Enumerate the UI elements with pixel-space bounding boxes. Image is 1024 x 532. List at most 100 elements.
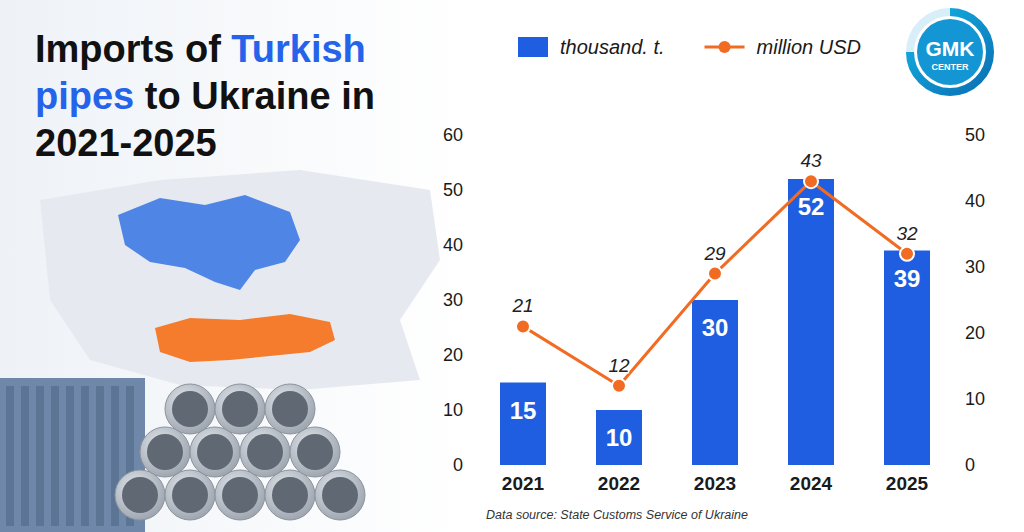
title-word: to <box>134 75 180 117</box>
logo-disc <box>917 19 983 85</box>
y2-tick-label: 50 <box>965 125 985 145</box>
map-land <box>40 170 440 390</box>
pipe-hole <box>222 477 258 513</box>
line-label: 21 <box>511 295 533 316</box>
pipe-hole <box>172 391 208 427</box>
title-word: in <box>331 75 375 117</box>
y2-tick-label: 0 <box>965 455 975 475</box>
line-marker <box>804 174 818 188</box>
bar-label: 30 <box>702 314 729 341</box>
y2-tick-label: 10 <box>965 389 985 409</box>
x-tick-label: 2022 <box>598 473 640 494</box>
legend-swatch <box>719 41 731 53</box>
pipe <box>265 470 315 520</box>
legend-label: thousand. t. <box>560 36 665 58</box>
logo: GMK CENTER <box>910 12 990 92</box>
pipe-hole <box>172 477 208 513</box>
container-rib <box>6 386 14 526</box>
source: Data source: State Customs Service of Uk… <box>486 508 748 522</box>
pipe <box>140 427 190 477</box>
container-rib <box>51 386 59 526</box>
plot-marks <box>500 174 930 465</box>
pipe <box>190 427 240 477</box>
y-tick-label: 10 <box>443 400 463 420</box>
y-tick-label: 40 <box>443 235 463 255</box>
legend-swatch <box>518 37 548 57</box>
background <box>0 0 1024 532</box>
container-rib <box>81 386 89 526</box>
title-word: pipes <box>35 75 134 117</box>
pipe-hole <box>297 434 333 470</box>
bar <box>788 179 834 465</box>
pipe-hole <box>147 434 183 470</box>
y-tick-label: 60 <box>443 125 463 145</box>
pipe-hole <box>272 391 308 427</box>
y-tick-label: 20 <box>443 345 463 365</box>
x-tick-label: 2021 <box>502 473 545 494</box>
title-word: 2021-2025 <box>35 122 217 164</box>
x-tick-label: 2025 <box>886 473 929 494</box>
bar-label: 10 <box>606 424 633 451</box>
title-word: Imports <box>35 28 174 70</box>
line-marker <box>516 319 530 333</box>
container-rib <box>36 386 44 526</box>
y-tick-label: 50 <box>443 180 463 200</box>
line-marker <box>708 267 722 281</box>
pipe <box>240 427 290 477</box>
pipe-hole <box>247 434 283 470</box>
logo-text: GMK <box>926 37 975 60</box>
title-word: of <box>174 28 221 70</box>
line-label: 43 <box>800 150 822 171</box>
y2-tick-label: 20 <box>965 323 985 343</box>
bar-label: 52 <box>798 193 825 220</box>
pipe-hole <box>197 434 233 470</box>
pipe <box>290 427 340 477</box>
pipe <box>315 470 365 520</box>
pipe <box>265 384 315 434</box>
map-ukraine <box>118 195 300 290</box>
line-label: 29 <box>703 243 726 264</box>
logo-subtext: CENTER <box>931 62 969 72</box>
illustration <box>0 170 440 532</box>
pipe-hole <box>122 477 158 513</box>
x-tick-label: 2024 <box>790 473 833 494</box>
pipe <box>165 470 215 520</box>
pipe <box>215 384 265 434</box>
bar-label: 15 <box>510 397 537 424</box>
y2-tick-label: 30 <box>965 257 985 277</box>
logo-ring <box>910 12 990 92</box>
y2-tick-label: 40 <box>965 191 985 211</box>
legend: thousand. t. million USD <box>518 36 861 58</box>
map-turkey <box>155 314 335 362</box>
line-label: 32 <box>896 223 918 244</box>
container-rib <box>21 386 29 526</box>
line-label: 12 <box>608 355 630 376</box>
pipe-hole <box>222 391 258 427</box>
bar-label: 39 <box>894 265 921 292</box>
bar <box>884 251 930 466</box>
container-rib <box>96 386 104 526</box>
data-labels: 15 10 30 52 39 21 12 29 43 32 <box>510 150 921 451</box>
bar <box>596 410 642 465</box>
axes: 0 10 20 30 40 50 60 0 10 20 30 40 50 2021 2022 2023 2024… <box>443 125 985 494</box>
bar <box>692 300 738 465</box>
title: Imports of Turkish pipes to Ukraine in 202… <box>35 28 375 164</box>
pipe <box>215 470 265 520</box>
chart-canvas: Imports of Turkishpipes to Ukraine in202… <box>0 0 1024 532</box>
container-rib <box>66 386 74 526</box>
pipe <box>165 384 215 434</box>
line-marker <box>900 247 914 261</box>
y-tick-label: 0 <box>453 455 463 475</box>
legend-label: million USD <box>757 36 861 58</box>
bar <box>500 383 546 466</box>
title-word: Ukraine <box>181 75 331 117</box>
pipe <box>115 470 165 520</box>
y-tick-label: 30 <box>443 290 463 310</box>
pipe-hole <box>272 477 308 513</box>
pipe-hole <box>322 477 358 513</box>
line-marker <box>612 379 626 393</box>
logo-ring-bg <box>910 12 990 92</box>
line <box>523 181 907 386</box>
x-tick-label: 2023 <box>694 473 736 494</box>
title-word: Turkish <box>221 28 366 70</box>
